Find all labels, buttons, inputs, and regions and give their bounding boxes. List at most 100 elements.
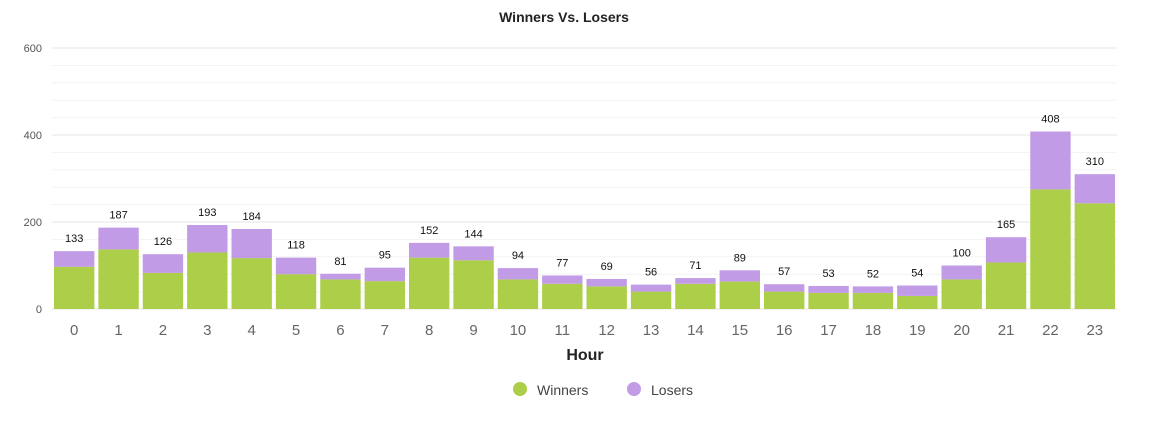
bar-losers-4[interactable] bbox=[231, 228, 272, 259]
total-label-23: 310 bbox=[1086, 156, 1104, 168]
legend-marker-winners bbox=[513, 382, 527, 396]
x-tick-label-7: 7 bbox=[381, 322, 389, 339]
x-tick-label-12: 12 bbox=[598, 322, 615, 339]
legend-marker-losers bbox=[627, 382, 641, 396]
bars bbox=[54, 131, 1115, 309]
y-tick-label: 0 bbox=[36, 304, 42, 316]
bar-winners-13[interactable] bbox=[630, 291, 672, 309]
total-labels: 133 187 126 193 184 118 81 95 152 144 94 77 69 56 71 89… bbox=[65, 114, 1104, 281]
y-axis-ticks: 0 200 400 600 bbox=[24, 43, 42, 316]
bar-winners-22[interactable] bbox=[1030, 189, 1071, 309]
x-tick-label-5: 5 bbox=[292, 322, 300, 339]
total-label-9: 144 bbox=[464, 228, 482, 240]
bar-losers-1[interactable] bbox=[98, 227, 139, 250]
x-tick-label-9: 9 bbox=[469, 322, 477, 339]
bar-winners-0[interactable] bbox=[54, 266, 95, 309]
bar-winners-21[interactable] bbox=[985, 262, 1027, 309]
total-label-21: 165 bbox=[997, 219, 1015, 231]
bar-losers-22[interactable] bbox=[1030, 131, 1071, 190]
bar-losers-16[interactable] bbox=[764, 284, 805, 292]
bar-winners-8[interactable] bbox=[409, 257, 450, 309]
bar-losers-21[interactable] bbox=[985, 237, 1027, 263]
bar-winners-19[interactable] bbox=[897, 295, 938, 309]
x-tick-label-3: 3 bbox=[203, 322, 211, 339]
total-label-0: 133 bbox=[65, 233, 83, 245]
x-tick-label-17: 17 bbox=[820, 322, 837, 339]
total-label-8: 152 bbox=[420, 225, 438, 237]
bar-losers-15[interactable] bbox=[719, 270, 760, 282]
x-tick-label-6: 6 bbox=[336, 322, 344, 339]
bar-winners-2[interactable] bbox=[142, 272, 184, 309]
bar-winners-10[interactable] bbox=[497, 279, 539, 309]
bar-losers-11[interactable] bbox=[542, 275, 583, 284]
bar-losers-20[interactable] bbox=[941, 265, 982, 280]
bar-winners-6[interactable] bbox=[320, 279, 361, 309]
bar-losers-14[interactable] bbox=[675, 278, 716, 284]
legend: Winners Losers bbox=[513, 382, 693, 398]
bar-winners-7[interactable] bbox=[364, 281, 405, 309]
legend-item-winners[interactable]: Winners bbox=[513, 382, 588, 398]
bar-winners-12[interactable] bbox=[586, 286, 627, 309]
bar-winners-16[interactable] bbox=[764, 291, 805, 309]
bar-winners-18[interactable] bbox=[852, 292, 894, 309]
total-label-4: 184 bbox=[243, 211, 261, 223]
x-tick-label-0: 0 bbox=[70, 322, 78, 339]
bar-winners-1[interactable] bbox=[98, 249, 139, 309]
y-tick-label: 200 bbox=[24, 217, 42, 229]
x-tick-label-10: 10 bbox=[510, 322, 527, 339]
bar-winners-14[interactable] bbox=[675, 283, 716, 309]
total-label-17: 53 bbox=[822, 268, 834, 280]
bar-losers-8[interactable] bbox=[409, 242, 450, 258]
y-tick-label: 400 bbox=[24, 130, 42, 142]
bar-winners-17[interactable] bbox=[808, 292, 849, 309]
bar-losers-18[interactable] bbox=[852, 286, 894, 293]
total-label-13: 56 bbox=[645, 267, 657, 279]
bar-losers-0[interactable] bbox=[54, 251, 95, 267]
x-tick-label-14: 14 bbox=[687, 322, 704, 339]
x-tick-label-16: 16 bbox=[776, 322, 793, 339]
legend-label-winners: Winners bbox=[537, 382, 588, 398]
bar-losers-5[interactable] bbox=[275, 257, 317, 275]
bar-losers-9[interactable] bbox=[453, 246, 494, 261]
bar-losers-12[interactable] bbox=[586, 278, 627, 287]
grid-lines bbox=[52, 47, 1117, 310]
bar-losers-13[interactable] bbox=[630, 284, 672, 292]
bar-winners-9[interactable] bbox=[453, 260, 494, 309]
x-tick-label-4: 4 bbox=[248, 322, 256, 339]
bar-winners-11[interactable] bbox=[542, 283, 583, 309]
bar-winners-23[interactable] bbox=[1074, 203, 1115, 309]
bar-losers-6[interactable] bbox=[320, 273, 361, 280]
x-tick-label-18: 18 bbox=[865, 322, 882, 339]
x-tick-label-23: 23 bbox=[1086, 322, 1103, 339]
x-tick-label-22: 22 bbox=[1042, 322, 1059, 339]
x-tick-label-13: 13 bbox=[643, 322, 660, 339]
total-label-10: 94 bbox=[512, 250, 524, 262]
x-tick-label-11: 11 bbox=[555, 322, 571, 339]
total-label-14: 71 bbox=[689, 260, 701, 272]
x-axis-label: Hour bbox=[566, 347, 603, 364]
bar-losers-3[interactable] bbox=[187, 225, 228, 253]
bar-winners-4[interactable] bbox=[231, 258, 272, 309]
x-tick-label-21: 21 bbox=[998, 322, 1015, 339]
bar-winners-20[interactable] bbox=[941, 279, 982, 309]
legend-item-losers[interactable]: Losers bbox=[627, 382, 693, 398]
bar-losers-7[interactable] bbox=[364, 267, 405, 282]
total-label-18: 52 bbox=[867, 268, 879, 280]
bar-losers-17[interactable] bbox=[808, 285, 849, 293]
total-label-16: 57 bbox=[778, 266, 790, 278]
bar-losers-2[interactable] bbox=[142, 254, 184, 273]
bar-winners-3[interactable] bbox=[187, 252, 228, 309]
bar-winners-15[interactable] bbox=[719, 281, 760, 309]
chart-title: Winners Vs. Losers bbox=[499, 9, 629, 25]
bar-losers-19[interactable] bbox=[897, 285, 938, 296]
bar-losers-10[interactable] bbox=[497, 268, 539, 280]
total-label-6: 81 bbox=[334, 256, 346, 268]
total-label-11: 77 bbox=[556, 258, 568, 270]
x-tick-label-1: 1 bbox=[114, 322, 122, 339]
bar-losers-23[interactable] bbox=[1074, 174, 1115, 204]
total-label-15: 89 bbox=[734, 252, 746, 264]
bar-winners-5[interactable] bbox=[275, 274, 317, 309]
total-label-12: 69 bbox=[601, 261, 613, 273]
total-label-2: 126 bbox=[154, 236, 172, 248]
